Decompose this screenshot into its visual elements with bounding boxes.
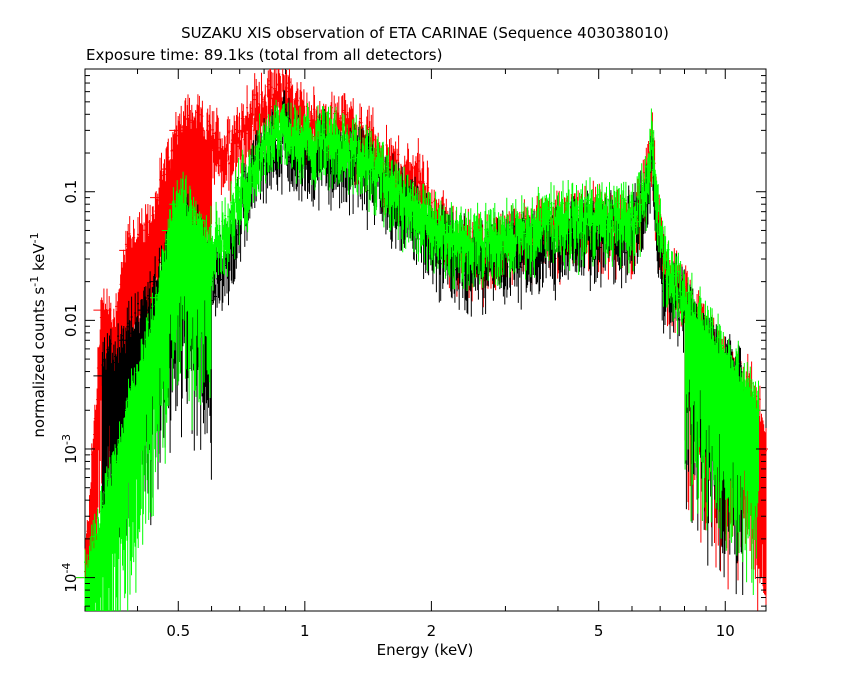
- data-point: [224, 148, 229, 159]
- x-tick-label: 5: [594, 622, 604, 640]
- data-point: [704, 327, 709, 338]
- data-point: [161, 159, 180, 180]
- x-tick-label: 0.5: [166, 622, 190, 640]
- y-axis-label: normalized counts s-1 keV-1: [28, 232, 48, 437]
- data-point: [364, 148, 369, 159]
- data-point: [169, 120, 188, 141]
- data-point: [470, 237, 475, 248]
- data-point: [137, 232, 156, 253]
- y-axis-label-exp1: -1: [28, 276, 41, 287]
- data-point: [302, 135, 307, 146]
- data-point: [663, 253, 668, 264]
- data-point: [119, 240, 138, 261]
- data-point: [531, 220, 536, 231]
- data-point: [336, 135, 341, 146]
- data-point: [682, 292, 687, 303]
- data-point: [503, 231, 508, 242]
- y-tick-label: 0.01: [62, 304, 80, 337]
- data-point: [410, 199, 415, 210]
- chart-title: SUZAKU XIS observation of ETA CARINAE (S…: [181, 24, 669, 42]
- data-point: [262, 135, 267, 146]
- y-axis-label-base: normalized counts s: [30, 287, 48, 438]
- y-axis-ticks: 10-4 10-3 0.01 0.1: [60, 68, 766, 607]
- data-point: [756, 405, 761, 416]
- data-point: [262, 96, 267, 107]
- y-tick-label: 0.1: [62, 180, 80, 204]
- data-point: [104, 322, 123, 343]
- data-point: [555, 215, 560, 226]
- y-tick-label: 10-4: [60, 563, 80, 593]
- y-axis-label-exp2: -1: [28, 232, 41, 243]
- x-tick-label: 1: [300, 622, 310, 640]
- chart-subtitle: Exposure time: 89.1ks (total from all de…: [86, 46, 442, 64]
- data-point: [93, 365, 112, 386]
- data-point: [237, 125, 242, 136]
- data-point: [273, 91, 278, 102]
- data-point: [93, 300, 112, 321]
- x-axis-ticks: 0.5 1 2 5 10: [84, 69, 735, 640]
- data-point: [415, 164, 420, 175]
- y-tick-label: 10-3: [60, 434, 80, 464]
- data-point: [250, 164, 255, 175]
- data-point: [237, 186, 242, 197]
- x-axis-label: Energy (keV): [377, 641, 474, 659]
- data-point: [169, 194, 188, 215]
- series-layer: [76, 69, 768, 611]
- data-point: [209, 135, 214, 146]
- data-point: [209, 237, 214, 248]
- data-point: [650, 137, 655, 148]
- data-point: [641, 186, 646, 197]
- data-point: [429, 220, 434, 231]
- x-tick-label: 2: [427, 622, 437, 640]
- data-point: [273, 125, 278, 136]
- data-point: [320, 129, 325, 140]
- data-point: [577, 210, 582, 221]
- series-2: [76, 99, 761, 611]
- data-point: [629, 210, 634, 221]
- data-point: [293, 135, 298, 146]
- data-point: [161, 220, 180, 241]
- data-point: [723, 354, 728, 365]
- data-point: [224, 225, 229, 236]
- data-point: [186, 210, 205, 231]
- x-tick-label: 10: [716, 622, 735, 640]
- data-point: [596, 206, 601, 217]
- data-point: [150, 287, 169, 308]
- data-point: [250, 109, 255, 120]
- data-point: [119, 330, 138, 351]
- data-point: [150, 187, 169, 208]
- data-point: [614, 210, 619, 221]
- data-point: [655, 206, 660, 217]
- data-point: [336, 116, 341, 127]
- data-point: [283, 116, 288, 127]
- data-point: [740, 382, 745, 393]
- y-axis-label-mid: keV: [30, 243, 48, 276]
- data-point: [186, 120, 205, 141]
- data-point: [388, 176, 393, 187]
